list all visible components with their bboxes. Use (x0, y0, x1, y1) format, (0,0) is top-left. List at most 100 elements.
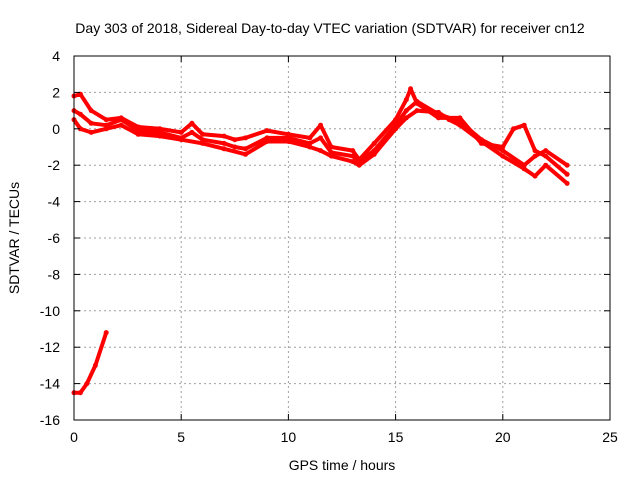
data-point (356, 162, 362, 168)
data-point (457, 122, 463, 128)
data-point (103, 126, 109, 132)
chart-title: Day 303 of 2018, Sidereal Day-to-day VTE… (75, 20, 585, 36)
y-tick-label: 4 (52, 48, 60, 64)
data-point (393, 126, 399, 132)
data-point (403, 108, 409, 114)
data-point (118, 122, 124, 128)
data-point (285, 139, 291, 144)
data-point (84, 381, 90, 387)
data-point (350, 159, 356, 165)
data-point (77, 91, 83, 97)
y-tick-label: -4 (48, 194, 61, 210)
data-point (350, 148, 356, 154)
x-tick-label: 5 (177, 429, 185, 445)
data-point (264, 128, 270, 134)
data-point (118, 117, 124, 123)
y-tick-label: -2 (48, 157, 61, 173)
data-point (532, 173, 538, 179)
data-point (243, 135, 248, 141)
data-point (243, 151, 248, 157)
data-point (189, 120, 195, 126)
x-tick-label: 15 (388, 429, 404, 445)
x-tick-label: 25 (602, 429, 618, 445)
y-tick-label: -14 (40, 376, 60, 392)
data-point (446, 117, 452, 123)
data-point (77, 111, 83, 117)
data-point (88, 129, 94, 135)
data-point (103, 117, 109, 123)
ticks (73, 55, 611, 421)
data-point (221, 140, 227, 146)
data-point (221, 133, 227, 139)
data-point (157, 133, 163, 139)
data-point (436, 109, 441, 115)
data-point (103, 330, 109, 336)
data-point (564, 171, 570, 177)
data-point (328, 153, 334, 159)
y-tick-label: -10 (40, 303, 60, 319)
data-point (307, 144, 313, 150)
data-point (285, 135, 291, 141)
data-point (532, 153, 538, 159)
x-tick-labels: 0 5 10 15 20 25 (70, 429, 618, 445)
data-point (318, 148, 324, 154)
data-point (243, 146, 248, 152)
data-point (521, 122, 527, 128)
data-point (157, 126, 163, 132)
data-point (189, 129, 195, 135)
data-point (543, 162, 549, 168)
data-point (521, 166, 527, 172)
data-point (403, 97, 409, 103)
y-tick-label: 0 (52, 121, 60, 137)
data-point (564, 162, 570, 168)
data-point (200, 137, 206, 143)
data-point (221, 146, 227, 152)
x-tick-label: 10 (281, 429, 297, 445)
data-series (71, 86, 570, 396)
data-point (532, 148, 538, 154)
data-point (178, 137, 184, 143)
data-point (232, 137, 238, 143)
x-tick-label: 20 (495, 429, 511, 445)
y-axis-label: SDTVAR / TECUs (6, 182, 22, 294)
data-point (200, 131, 206, 137)
data-point (371, 151, 377, 157)
data-point (200, 140, 206, 146)
data-point (92, 362, 98, 368)
y-tick-label: -16 (40, 412, 60, 428)
data-point (88, 108, 94, 114)
data-point (371, 140, 377, 146)
data-point (88, 120, 94, 126)
y-tick-label: -8 (48, 266, 61, 282)
data-point (350, 153, 356, 159)
data-point (318, 122, 324, 128)
data-point (232, 144, 238, 150)
data-point (318, 135, 324, 141)
data-point (564, 180, 570, 186)
data-point (414, 108, 420, 114)
data-point (500, 153, 506, 159)
data-point (511, 126, 516, 132)
y-tick-label: -6 (48, 230, 61, 246)
data-point (135, 131, 141, 137)
data-point (403, 115, 409, 121)
y-tick-labels: 4 2 0 -2 -4 -6 -8 -10 -12 -14 -16 (40, 48, 60, 428)
x-tick-label: 0 (70, 429, 78, 445)
data-point (500, 148, 506, 154)
data-point (77, 126, 83, 132)
x-axis-label: GPS time / hours (289, 457, 396, 473)
y-tick-label: -12 (40, 339, 60, 355)
data-point (285, 131, 291, 137)
data-point (408, 86, 414, 92)
data-point (543, 153, 549, 159)
data-point (264, 135, 270, 141)
data-point (478, 139, 484, 144)
data-point (77, 390, 83, 396)
data-point (307, 135, 313, 141)
y-tick-label: 2 (52, 84, 60, 100)
data-point (543, 148, 549, 154)
data-point (264, 139, 270, 144)
data-point (157, 129, 163, 135)
